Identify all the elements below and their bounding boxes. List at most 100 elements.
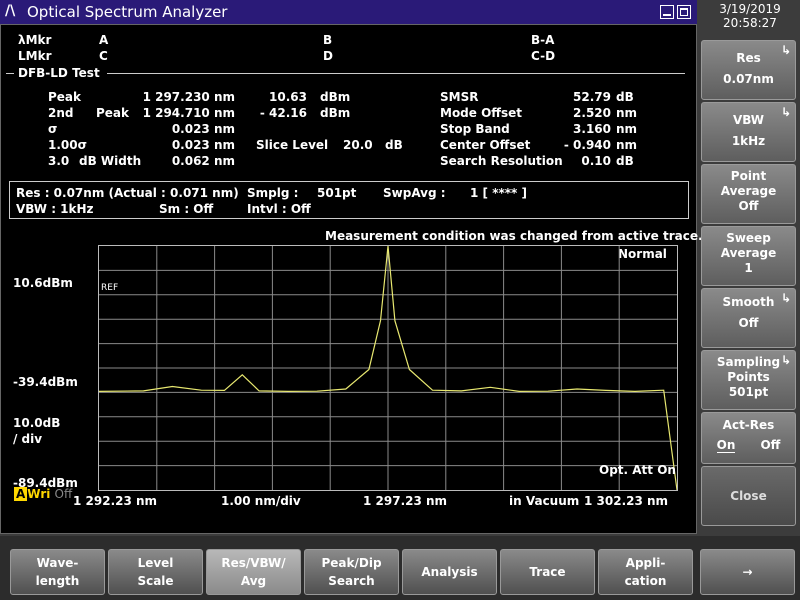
fkey-line1: Appli- [625,556,666,570]
result-unit: dBm [320,90,351,104]
softkey-label: Act-Res [722,418,775,432]
datetime-display: 3/19/2019 20:58:27 [700,2,800,30]
submenu-arrow-icon: ↳ [780,43,791,57]
result-wavelength: 1 294.710 nm [142,106,235,120]
vbw-softkey[interactable]: ↳ VBW 1kHz [701,102,796,162]
test-divider [6,73,14,74]
submenu-arrow-icon: ↳ [780,105,791,119]
softkey-label: Smooth [722,295,775,309]
test-name: DFB-LD Test [18,66,100,80]
softkey-value: 1 [744,261,753,275]
trace-status: A Wri Off [14,487,72,501]
trace-a-badge: A [14,487,28,501]
sampling-label: Smplg : [247,186,299,200]
result-wavelength: 1 297.230 nm [142,90,235,104]
act-res-off-option[interactable]: Off [760,438,781,452]
wavelength-marker-label: λMkr [18,33,52,47]
fkey-line1: Analysis [421,565,478,579]
res-condition: Res : 0.07nm (Actual : 0.071 nm) [16,186,239,200]
reference-marker-label: REF [101,283,119,293]
sweep-average-softkey[interactable]: Sweep Average 1 [701,226,796,286]
analysis-unit: dB [616,154,634,168]
result-label: σ [48,122,58,136]
analysis-label: Search Resolution [440,154,563,168]
analysis-label: Center Offset [440,138,531,152]
analysis-value: - 0.940 [563,138,611,152]
result-label: Peak [48,90,82,104]
marker-d-label: D [323,49,333,63]
wavelength-function-key[interactable]: Wave-length [10,549,105,595]
sampling-points-softkey[interactable]: ↳ Sampling Points 501pt [701,350,796,410]
res-vbw-avg-function-key[interactable]: Res/VBW/Avg [206,549,301,595]
res-softkey[interactable]: ↳ Res 0.07nm [701,40,796,100]
softkey-value: 0.07nm [723,72,774,86]
fkey-line1: Level [137,556,174,570]
marker-b-label: B [323,33,333,47]
fkey-line1: Res/VBW/ [221,556,286,570]
result-level: 10.63 [269,90,307,104]
submenu-arrow-icon: ↳ [780,353,791,367]
softkey-label-2: Average [720,246,777,260]
test-divider [107,73,685,74]
softkey-label-2: Average [720,184,777,198]
conditions-box [9,181,689,219]
analysis-unit: nm [616,122,638,136]
spectrum-trace-line [99,246,677,490]
sampling-value: 501pt [317,186,357,200]
sweep-average-label: SwpAvg : [383,186,446,200]
window-titlebar: /\ Optical Spectrum Analyzer [0,0,697,24]
softkey-value: Off [738,199,759,213]
level-marker-label: LMkr [18,49,52,63]
analysis-function-key[interactable]: Analysis [402,549,497,595]
x-start-label: 1 292.23 nm [73,494,158,508]
application-function-key[interactable]: Appli-cation [598,549,693,595]
slice-level-value: 20.0 [343,138,373,152]
analysis-unit: nm [616,138,638,152]
smooth-softkey[interactable]: ↳ Smooth Off [701,288,796,348]
marker-c-label: C [99,49,108,63]
date-text: 3/19/2019 [719,2,781,16]
act-res-softkey[interactable]: Act-Res On Off [701,412,796,464]
softkey-label: Point [730,169,767,183]
next-page-function-key[interactable]: → [700,549,795,595]
slice-level-label: Slice Level [256,138,329,152]
maximize-button[interactable] [677,5,691,19]
softkey-label: Res [736,51,761,65]
display-mode: Normal [618,247,667,261]
softkey-label-2: Points [727,370,770,384]
trace-graph[interactable] [98,245,678,491]
slice-level-unit: dB [385,138,403,152]
peak-dip-search-function-key[interactable]: Peak/Dip Search [304,549,399,595]
result-label-2: dB Width [79,154,142,168]
write-mode: Wri [27,487,51,501]
y-axis-mid-label: -39.4dBm [13,375,78,389]
minimize-button[interactable] [660,5,674,19]
analysis-value: 52.79 [573,90,611,104]
y-axis-top-label: 10.6dBm [13,276,73,290]
trace-off: Off [54,487,73,501]
optical-attenuator-status: Opt. Att On [599,463,676,477]
x-medium-label: in Vacuum [509,494,580,508]
measurement-screen: λMkr A B B-A LMkr C D C-D DFB-LD Test Pe… [0,24,703,534]
point-average-softkey[interactable]: Point Average Off [701,164,796,224]
sweep-average-value: 1 [ **** ] [470,186,527,200]
vbw-condition: VBW : 1kHz [16,202,94,216]
app-logo-icon: /\ [5,3,16,19]
marker-ba-label: B-A [531,33,555,47]
softkey-label: Close [730,489,767,503]
fkey-line2: Search [328,574,375,588]
analysis-value: 0.10 [581,154,611,168]
result-level: - 42.16 [259,106,307,120]
x-stop-label: 1 302.23 nm [584,494,669,508]
level-scale-function-key[interactable]: Level Scale [108,549,203,595]
interval-condition: Intvl : Off [247,202,311,216]
act-res-on-option[interactable]: On [716,438,736,453]
fkey-line1: Peak/Dip [321,556,382,570]
softkey-value: Off [738,316,759,330]
trace-function-key[interactable]: Trace [500,549,595,595]
result-label: 1.00σ [48,138,87,152]
result-wavelength: 0.023 nm [171,122,235,136]
result-wavelength: 0.023 nm [171,138,235,152]
fkey-line2: cation [624,574,667,588]
close-softkey[interactable]: Close [701,466,796,526]
